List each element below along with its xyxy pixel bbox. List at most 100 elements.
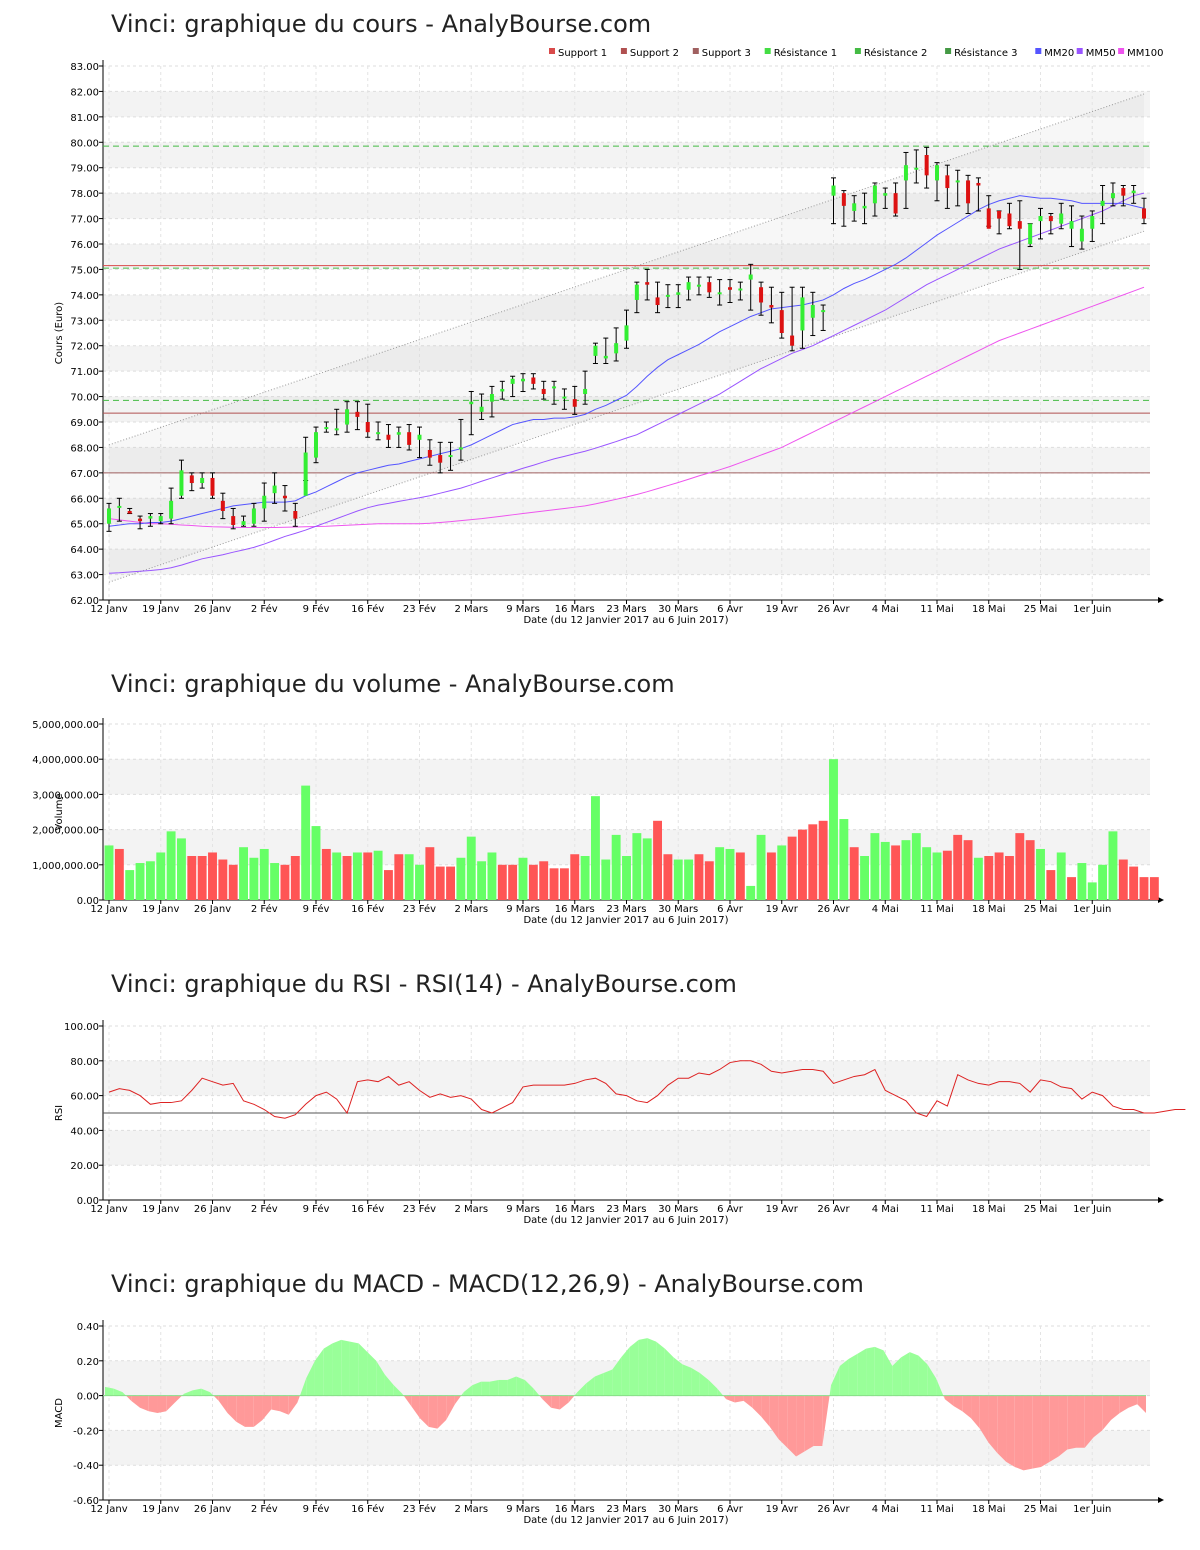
volume-bar [197,856,207,900]
macd-area-segment [113,1388,123,1396]
volume-bar [166,831,176,900]
candle [717,279,723,306]
volume-bar [539,861,549,900]
candle-body [272,485,277,494]
macd-area-segment [647,1338,657,1396]
legend-item: Support 2 [620,48,679,59]
candle [323,421,329,433]
candle [572,385,578,415]
macd-area-segment [787,1395,797,1457]
x-tick-label: 2 Mars [454,904,488,915]
candle-body [779,310,784,333]
candle-body [1059,213,1064,224]
x-tick-label: 23 Mars [607,604,647,615]
candle [396,426,402,448]
y-tick-label: 72.00 [70,342,99,353]
volume-bar [528,864,538,900]
y-tick-label: 62.00 [70,596,99,607]
candle-body [634,284,639,300]
volume-bar [321,848,331,900]
price-chart-title: Vinci: graphique du cours - AnalyBourse.… [111,10,652,38]
legend-label: MM20 [1044,48,1074,59]
x-tick-label: 25 Mai [1024,604,1057,615]
volume-bar [911,833,921,900]
y-tick-label: 0.40 [77,1322,99,1333]
candle-body [1079,228,1084,242]
y-tick-label: -0.20 [73,1426,99,1437]
candle [479,393,485,420]
candle-body [583,388,588,395]
x-tick-label: 26 Avr [817,1204,850,1215]
rsi-chart-panel: Vinci: graphique du RSI - RSI(14) - Anal… [0,960,1200,1240]
volume-bar [694,854,704,900]
candle-body [883,193,888,196]
volume-bar [301,785,311,900]
x-tick-label: 4 Mai [872,1504,899,1515]
candle-body [427,449,432,458]
legend-swatch [854,48,861,54]
candle-body [645,282,650,285]
x-tick-label: 2 Fév [251,903,278,915]
candle-body [189,475,194,484]
candle-body [862,205,867,209]
mm100-line [108,286,1145,529]
y-tick-label: 80.00 [70,1057,99,1068]
candle-body [1028,223,1033,244]
candle-body [241,521,246,525]
y-tick-label: 40.00 [70,1126,99,1137]
candle-body [562,396,567,399]
candle-body [117,505,122,508]
volume-bar [808,824,818,900]
volume-bar [704,861,714,900]
candle-body [624,325,629,341]
candle [603,337,609,365]
y-tick-label: 0.00 [77,1196,99,1207]
y-tick-label: 81.00 [70,113,99,124]
macd-area-segment [297,1395,300,1403]
macd-area-segment [551,1395,560,1410]
candle-body [997,210,1002,219]
x-tick-label: 6 Avr [717,1204,744,1215]
candle-body [531,377,536,384]
volume-bar [777,845,787,900]
x-axis-arrow [1158,597,1164,603]
x-tick-label: 23 Fév [403,1203,436,1215]
volume-bar [870,833,880,900]
macd-chart-panel: Vinci: graphique du MACD - MACD(12,26,9)… [0,1260,1200,1540]
macd-area-segment [1093,1395,1103,1438]
volume-bar [187,856,197,900]
candle [427,439,433,466]
y-tick-label: 82.00 [70,87,99,98]
macd-area-segment [244,1395,254,1427]
x-tick-label: 1er Juin [1073,604,1111,615]
candle [499,380,505,400]
volume-bar [435,866,445,900]
x-tick-label: 12 Janv [90,1504,127,1515]
macd-area-segment [516,1376,525,1396]
candle [810,291,816,337]
y-tick-label: 76.00 [70,240,99,251]
candle [975,177,981,212]
candle [655,281,661,314]
volume-bar [125,870,135,900]
candle [768,286,774,324]
candle [882,187,888,209]
macd-area-segment [236,1395,245,1427]
legend-label: MM100 [1127,48,1163,59]
candle [592,342,598,365]
volume-bar [642,838,652,900]
trend-channel-upper [108,93,1145,446]
x-tick-label: 26 Janv [194,1504,231,1515]
candle [417,426,422,459]
candle-body [593,345,598,356]
macd-area-segment [227,1395,237,1422]
macd-area-segment [498,1379,508,1396]
candle-body [821,310,826,313]
macd-area-segment [1014,1395,1024,1471]
x-axis-title: Date (du 12 Janvier 2017 au 6 Juin 2017) [523,1215,728,1226]
x-tick-label: 9 Fév [303,903,330,915]
y-tick-label: -0.60 [73,1496,99,1507]
macd-area-segment [813,1395,823,1447]
candle [210,472,215,499]
candle [1110,182,1116,207]
